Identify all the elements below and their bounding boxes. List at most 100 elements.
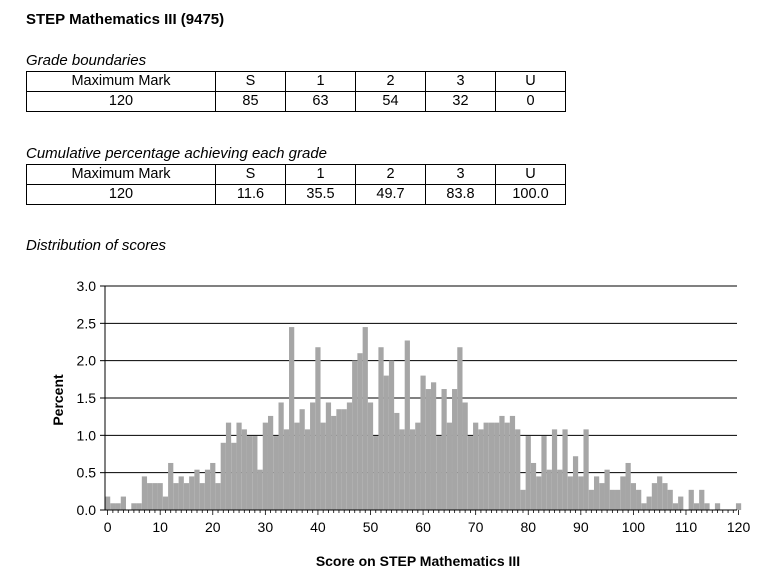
histogram-bar [289, 327, 295, 510]
table-cell: 63 [285, 91, 356, 112]
x-tick-label: 90 [573, 519, 589, 535]
y-tick-label: 3.0 [77, 278, 97, 294]
histogram-bar [562, 429, 568, 510]
cumulative-heading: Cumulative percentage achieving each gra… [26, 145, 328, 162]
table-cell: 120 [26, 184, 216, 205]
histogram-bar [246, 436, 253, 510]
histogram-bar [141, 476, 148, 510]
table-cell: 49.7 [355, 184, 426, 205]
histogram-bar [636, 489, 642, 510]
histogram-bar [567, 476, 573, 510]
x-tick-labels: 0 10 20 30 40 50 60 70 80 90 100 110 120 [104, 519, 751, 535]
table-cell: 32 [425, 91, 496, 112]
histogram-bar [499, 415, 505, 510]
x-tick-label: 110 [675, 519, 698, 535]
histogram-bar [299, 409, 305, 510]
x-tick-label: 100 [622, 519, 646, 535]
y-tick-label: 0.5 [77, 465, 97, 481]
histogram-bar [325, 402, 332, 510]
histogram-bar [367, 402, 374, 510]
x-tick-label: 70 [468, 519, 484, 535]
histogram-bar [178, 476, 184, 510]
histogram-bar [504, 422, 510, 510]
histogram-bar [672, 503, 679, 510]
histogram-bar [478, 429, 484, 510]
histogram-bar [320, 422, 326, 510]
histogram-bar [257, 469, 263, 510]
x-tick-label: 50 [363, 519, 379, 535]
histogram-bar [204, 469, 211, 510]
histogram-bar [667, 489, 673, 510]
histogram-bar [231, 442, 237, 510]
histogram-bar [704, 503, 710, 510]
table-row: 120 11.6 35.5 49.7 83.8 100.0 [26, 184, 566, 205]
histogram-bar [105, 496, 111, 510]
histogram-bar [462, 402, 468, 510]
histogram-bar [446, 422, 452, 510]
histogram-bar [699, 489, 705, 510]
histogram-bar [604, 469, 610, 510]
histogram-bar [383, 375, 389, 510]
grade-boundaries-heading: Grade boundaries [26, 52, 147, 69]
histogram-bar [278, 402, 284, 510]
x-tick-label: 30 [258, 519, 274, 535]
table-cell: 120 [26, 91, 216, 112]
table-cell: 85 [215, 91, 286, 112]
y-tick-label: 1.5 [77, 390, 97, 406]
histogram-bar [173, 483, 179, 510]
histogram-bar [651, 483, 658, 510]
histogram-bar [394, 412, 400, 510]
histogram-bar [662, 483, 668, 510]
header-cell: U [495, 164, 566, 185]
histogram-bar [630, 483, 637, 510]
header-cell: 1 [285, 164, 356, 185]
histogram-bar [420, 375, 426, 510]
histogram-bar [473, 422, 479, 510]
histogram-bar [215, 483, 221, 510]
histogram-bar [294, 422, 300, 510]
histogram-bar [515, 429, 521, 510]
y-tick-label: 2.5 [77, 315, 97, 331]
histogram-bar [310, 402, 316, 510]
x-tick-label: 20 [205, 519, 221, 535]
histogram-bar [404, 340, 410, 510]
histogram-bar [362, 327, 368, 510]
table-header-row: Maximum Mark S 1 2 3 U [26, 164, 566, 185]
histogram-bar [136, 503, 142, 510]
header-cell: 3 [425, 71, 496, 92]
x-tick-label: 60 [415, 519, 431, 535]
histogram-bar [399, 429, 405, 510]
header-cell: Maximum Mark [26, 71, 216, 92]
histogram-bar [236, 422, 242, 510]
table-cell: 0 [495, 91, 566, 112]
histogram-bar [678, 496, 684, 510]
histogram-bar [646, 496, 652, 510]
histogram-bar [220, 442, 226, 510]
histogram-bar [525, 436, 531, 510]
table-cell: 35.5 [285, 184, 356, 205]
histogram-bar [530, 462, 537, 510]
histogram-bar [494, 422, 500, 510]
histogram-bar [441, 389, 447, 510]
table-row: 120 85 63 54 32 0 [26, 91, 566, 112]
histogram-bar [520, 489, 526, 510]
table-cell: 83.8 [425, 184, 496, 205]
histogram-bar [388, 360, 395, 510]
page-title: STEP Mathematics III (9475) [26, 11, 225, 28]
histogram-bar [641, 503, 647, 510]
histogram-bar [551, 429, 558, 510]
histogram-bar [378, 347, 384, 510]
histogram-bar [341, 409, 347, 510]
y-tick-label: 0.0 [77, 502, 97, 518]
histogram-bar [509, 415, 516, 510]
histogram-bar [409, 429, 416, 510]
histogram-bar [541, 436, 547, 510]
cumulative-table: Maximum Mark S 1 2 3 U 120 11.6 35.5 49.… [26, 164, 566, 205]
histogram-bar [620, 476, 626, 510]
table-cell: 11.6 [215, 184, 286, 205]
header-cell: Maximum Mark [26, 164, 216, 185]
histogram-bar [593, 476, 600, 510]
table-cell: 54 [355, 91, 426, 112]
histogram-bar [452, 389, 458, 510]
histogram-bar [415, 422, 421, 510]
